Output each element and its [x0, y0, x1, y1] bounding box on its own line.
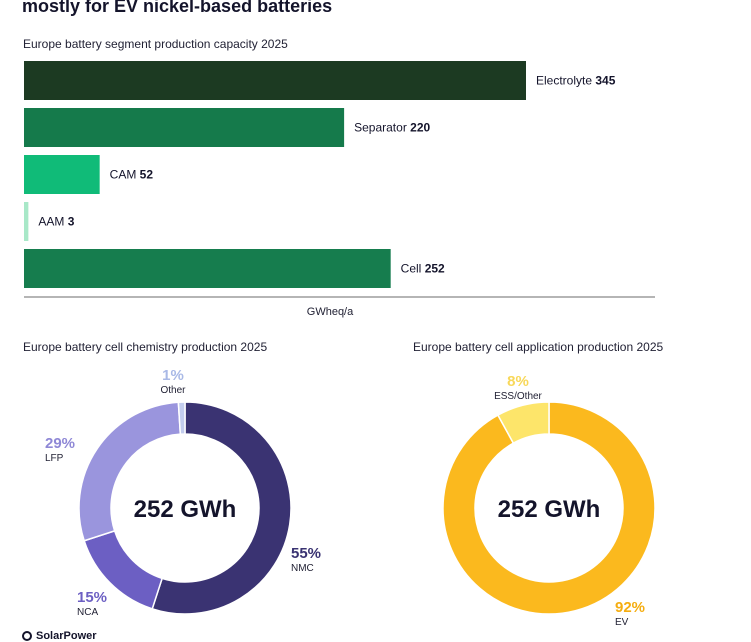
donut-center-total: 252 GWh: [498, 496, 601, 523]
slice-value-label-nca: 15%: [77, 589, 107, 606]
chemistry-chart-title: Europe battery cell chemistry production…: [23, 340, 268, 354]
bar-category-label: AAM: [38, 215, 67, 229]
bar-value-label: 220: [410, 121, 430, 135]
footer-logo: SolarPower: [22, 630, 97, 642]
x-axis-title: GWheq/a: [307, 306, 354, 318]
application-donut-chart: 92%EV 8%ESS/Other 252 GWh: [442, 373, 656, 628]
slice-value-label-other: 1%: [162, 367, 184, 384]
slice-category-label-ev: EV: [615, 617, 629, 628]
bar-value-label: 52: [140, 168, 154, 182]
bar-separator: [24, 108, 345, 147]
slice-value-label-ev: 92%: [615, 599, 645, 616]
bar-cam: [24, 155, 100, 194]
bar-chart: Electrolyte 345 Separator 220 CAM 52 AAM 3 C…: [24, 61, 655, 318]
slice-nmc: [151, 401, 292, 615]
bar-category-label: Cell: [401, 262, 425, 276]
bar-label-cell: Cell 252: [401, 262, 445, 276]
donut-center-total: 252 GWh: [134, 496, 237, 523]
slice-category-label-nmc: NMC: [291, 563, 314, 574]
slice-category-label-ess-other: ESS/Other: [494, 391, 542, 402]
bar-chart-title: Europe battery segment production capaci…: [23, 37, 288, 51]
bar-category-label: Separator: [354, 121, 410, 135]
bar-label-cam: CAM 52: [110, 168, 154, 182]
slice-value-label-ess-other: 8%: [507, 373, 529, 390]
bar-value-label: 3: [68, 215, 75, 229]
chemistry-donut-chart: 55%NMC 15%NCA 29%LFP 1%Other 252 GWh: [45, 367, 321, 618]
bar-aam: [24, 202, 29, 241]
bar-category-label: Electrolyte: [536, 74, 595, 88]
bar-category-label: CAM: [110, 168, 140, 182]
bar-value-label: 345: [595, 74, 615, 88]
slice-category-label-nca: NCA: [77, 607, 98, 618]
slice-ev: [442, 401, 656, 615]
footer-logo-text: SolarPower: [36, 630, 97, 642]
bar-cell: [24, 249, 391, 288]
slice-value-label-nmc: 55%: [291, 545, 321, 562]
bar-label-separator: Separator 220: [354, 121, 430, 135]
application-chart-title: Europe battery cell application producti…: [413, 340, 664, 354]
headline: mostly for EV nickel-based batteries: [22, 0, 333, 16]
slice-category-label-other: Other: [160, 385, 186, 396]
bar-label-aam: AAM 3: [38, 215, 74, 229]
slice-value-label-lfp: 29%: [45, 435, 75, 452]
bar-electrolyte: [24, 61, 526, 100]
bar-value-label: 252: [425, 262, 445, 276]
bar-label-electrolyte: Electrolyte 345: [536, 74, 616, 88]
slice-other: [177, 401, 186, 435]
slice-ess-other: [496, 401, 550, 445]
slice-category-label-lfp: LFP: [45, 453, 64, 464]
